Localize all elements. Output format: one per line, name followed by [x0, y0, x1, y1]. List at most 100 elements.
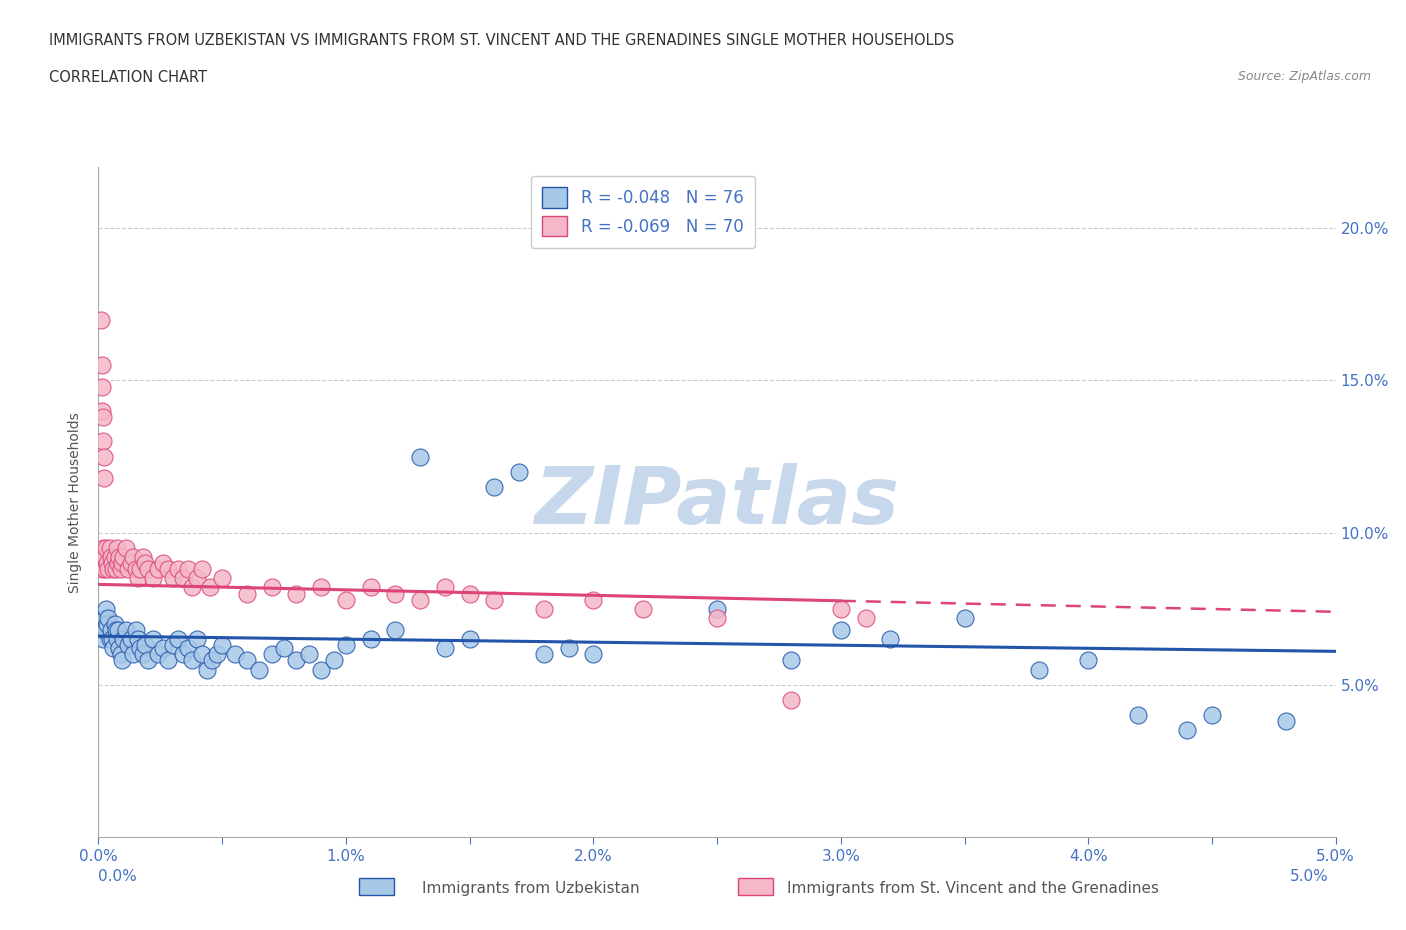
Point [195, 662, 218, 677]
Point [96, 555, 118, 570]
Point [124, 622, 146, 637]
Point [127, 631, 149, 646]
Point [830, 602, 852, 617]
Point [111, 555, 134, 570]
Point [211, 571, 233, 586]
Point [97, 610, 120, 625]
Point [108, 550, 131, 565]
Point [176, 641, 198, 656]
Point [97, 562, 120, 577]
Point [224, 647, 246, 662]
Point [1126, 708, 1149, 723]
Point [172, 647, 194, 662]
Point [384, 586, 406, 601]
Point [384, 622, 406, 637]
Point [181, 580, 204, 595]
Point [91, 550, 114, 565]
Point [211, 638, 233, 653]
Point [93, 610, 115, 625]
Point [780, 653, 803, 668]
Point [104, 562, 127, 577]
Text: ZIPatlas: ZIPatlas [534, 463, 900, 541]
Point [582, 647, 605, 662]
Point [508, 464, 530, 479]
Point [136, 562, 159, 577]
Point [110, 647, 132, 662]
Point [322, 653, 344, 668]
Point [120, 555, 142, 570]
Point [100, 550, 122, 565]
Point [1275, 714, 1298, 729]
Point [136, 653, 159, 668]
Point [458, 586, 481, 601]
Point [91, 409, 114, 424]
Point [107, 555, 129, 570]
Point [186, 571, 208, 586]
Point [112, 550, 135, 565]
Point [103, 550, 125, 565]
Point [484, 480, 506, 495]
Point [129, 641, 152, 656]
Point [198, 580, 221, 595]
Point [100, 622, 122, 637]
FancyBboxPatch shape [359, 878, 394, 895]
Point [186, 631, 208, 646]
Point [285, 653, 308, 668]
Point [409, 449, 432, 464]
Point [181, 653, 204, 668]
Point [94, 550, 117, 565]
Point [112, 631, 135, 646]
Point [114, 540, 136, 555]
Point [91, 562, 114, 577]
Point [127, 571, 149, 586]
Text: IMMIGRANTS FROM UZBEKISTAN VS IMMIGRANTS FROM ST. VINCENT AND THE GRENADINES SIN: IMMIGRANTS FROM UZBEKISTAN VS IMMIGRANTS… [49, 33, 955, 47]
Point [247, 662, 270, 677]
Point [285, 586, 308, 601]
Point [90, 312, 112, 327]
Point [1175, 723, 1198, 737]
Point [146, 647, 169, 662]
Point [132, 550, 155, 565]
Point [298, 647, 321, 662]
Point [90, 379, 112, 394]
Point [191, 647, 214, 662]
Point [582, 592, 605, 607]
Point [433, 580, 456, 595]
Point [124, 562, 146, 577]
Point [134, 555, 156, 570]
Point [90, 358, 112, 373]
Point [103, 562, 125, 577]
Point [94, 540, 117, 555]
Point [93, 562, 115, 577]
Point [94, 622, 117, 637]
Point [117, 562, 139, 577]
Point [142, 631, 165, 646]
Point [205, 647, 228, 662]
Point [1028, 662, 1050, 677]
Point [93, 540, 115, 555]
Point [132, 647, 155, 662]
Point [110, 562, 132, 577]
Point [103, 617, 125, 631]
Point [273, 641, 295, 656]
Point [433, 641, 456, 656]
Point [533, 647, 555, 662]
Point [94, 602, 117, 617]
Point [236, 586, 259, 601]
Point [120, 631, 142, 646]
Y-axis label: Single Mother Households: Single Mother Households [69, 412, 83, 592]
Point [91, 631, 114, 646]
Point [98, 631, 121, 646]
Point [557, 641, 579, 656]
Point [152, 555, 174, 570]
Point [104, 622, 127, 637]
Text: CORRELATION CHART: CORRELATION CHART [49, 70, 207, 85]
Point [146, 562, 169, 577]
Point [156, 653, 179, 668]
Point [172, 571, 194, 586]
Point [90, 555, 112, 570]
Point [484, 592, 506, 607]
Text: 0.0%: 0.0% [98, 869, 138, 883]
Point [93, 471, 115, 485]
Point [706, 610, 728, 625]
